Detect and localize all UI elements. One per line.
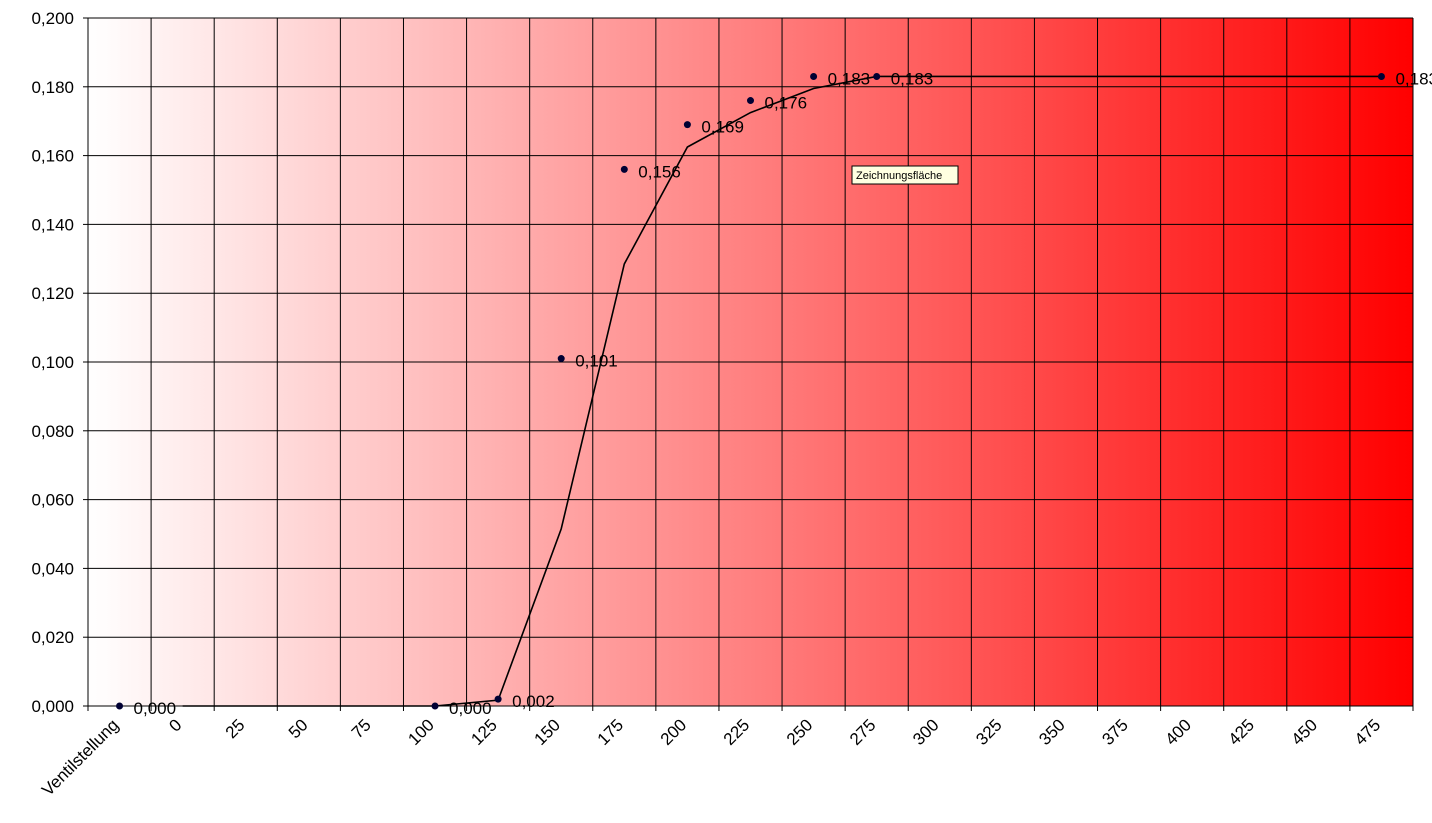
data-label: 0,000 xyxy=(134,699,177,718)
data-point xyxy=(557,355,565,363)
y-tick-label: 0,060 xyxy=(31,491,74,510)
x-tick-label: 225 xyxy=(720,715,753,748)
x-tick-label: Ventilstellung xyxy=(38,715,122,799)
data-label: 0,183 xyxy=(828,69,871,88)
y-tick-label: 0,000 xyxy=(31,697,74,716)
data-point xyxy=(873,72,881,80)
x-tick-label: 175 xyxy=(594,715,627,748)
x-tick-label: 50 xyxy=(285,715,312,742)
data-label: 0,000 xyxy=(449,699,492,718)
y-tick-label: 0,100 xyxy=(31,353,74,372)
trend-line xyxy=(182,75,1382,707)
data-label: 0,183 xyxy=(1395,69,1432,88)
x-tick-label: 325 xyxy=(972,715,1005,748)
x-tick-label: 350 xyxy=(1035,715,1068,748)
y-tick-label: 0,160 xyxy=(31,147,74,166)
x-tick-label: 275 xyxy=(846,715,879,748)
data-label: 0,101 xyxy=(575,352,618,371)
data-label: 0,176 xyxy=(765,94,808,113)
x-tick-label: 400 xyxy=(1161,715,1194,748)
y-tick-label: 0,200 xyxy=(31,9,74,28)
x-tick-label: 200 xyxy=(657,715,690,748)
x-tick-label: 300 xyxy=(909,715,942,748)
y-tick-label: 0,140 xyxy=(31,215,74,234)
x-tick-label: 150 xyxy=(531,715,564,748)
data-point xyxy=(494,695,502,703)
x-tick-label: 100 xyxy=(404,715,437,748)
y-tick-label: 0,080 xyxy=(31,422,74,441)
data-label: 0,169 xyxy=(701,118,744,137)
x-tick-label: 425 xyxy=(1225,715,1258,748)
data-point xyxy=(1377,72,1385,80)
y-tick-label: 0,180 xyxy=(31,78,74,97)
y-tick-label: 0,040 xyxy=(31,559,74,578)
data-point xyxy=(810,72,818,80)
data-point xyxy=(620,165,628,173)
data-point xyxy=(431,702,439,710)
x-tick-label: 0 xyxy=(165,715,185,735)
data-label: 0,002 xyxy=(512,692,555,711)
x-tick-label: 475 xyxy=(1351,715,1384,748)
data-point xyxy=(683,121,691,129)
tooltip: Zeichnungsfläche xyxy=(856,170,942,182)
x-tick-label: 450 xyxy=(1288,715,1321,748)
x-tick-label: 375 xyxy=(1098,715,1131,748)
data-label: 0,183 xyxy=(891,69,934,88)
x-tick-label: 250 xyxy=(783,715,816,748)
y-tick-label: 0,120 xyxy=(31,284,74,303)
data-label: 0,156 xyxy=(638,162,681,181)
x-tick-label: 25 xyxy=(222,715,249,742)
x-tick-label: 125 xyxy=(467,715,500,748)
data-point xyxy=(747,97,754,105)
y-tick-label: 0,020 xyxy=(31,628,74,647)
tooltip-box xyxy=(851,165,959,185)
x-tick-label: 75 xyxy=(348,715,375,742)
data-point xyxy=(116,702,124,710)
